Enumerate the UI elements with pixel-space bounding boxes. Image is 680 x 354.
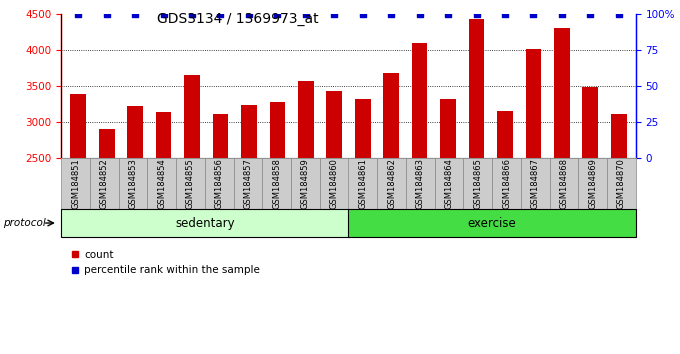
Point bbox=[101, 11, 112, 17]
Bar bbox=[554, 28, 570, 337]
Text: GSM184851: GSM184851 bbox=[71, 158, 80, 209]
Text: GSM184858: GSM184858 bbox=[272, 158, 281, 209]
Text: GSM184867: GSM184867 bbox=[531, 158, 540, 209]
Text: protocol: protocol bbox=[3, 218, 46, 228]
Bar bbox=[583, 87, 598, 337]
Bar bbox=[326, 91, 342, 337]
Point bbox=[357, 11, 368, 17]
Text: GSM184859: GSM184859 bbox=[301, 158, 310, 209]
Bar bbox=[440, 99, 456, 337]
Point bbox=[329, 11, 340, 17]
Text: GSM184856: GSM184856 bbox=[215, 158, 224, 209]
Bar bbox=[184, 75, 200, 337]
Bar bbox=[497, 111, 513, 337]
Text: GSM184870: GSM184870 bbox=[617, 158, 626, 209]
Text: GSM184869: GSM184869 bbox=[588, 158, 597, 209]
Point bbox=[585, 11, 596, 17]
Text: exercise: exercise bbox=[468, 217, 517, 229]
Point bbox=[500, 11, 511, 17]
Point bbox=[73, 11, 84, 17]
Legend: count, percentile rank within the sample: count, percentile rank within the sample bbox=[67, 246, 264, 279]
Point bbox=[215, 11, 226, 17]
Text: GSM184864: GSM184864 bbox=[445, 158, 454, 209]
Point bbox=[301, 11, 311, 17]
Point bbox=[443, 11, 454, 17]
Point bbox=[272, 11, 283, 17]
Bar bbox=[156, 112, 171, 337]
Text: GSM184868: GSM184868 bbox=[560, 158, 568, 209]
Text: GSM184854: GSM184854 bbox=[157, 158, 166, 209]
Text: GSM184862: GSM184862 bbox=[387, 158, 396, 209]
Point bbox=[130, 11, 141, 17]
Bar bbox=[213, 114, 228, 337]
Point bbox=[243, 11, 254, 17]
Text: GSM184863: GSM184863 bbox=[416, 158, 425, 209]
Bar bbox=[71, 95, 86, 337]
Bar bbox=[99, 129, 114, 337]
Text: GSM184853: GSM184853 bbox=[129, 158, 137, 209]
Text: GDS3134 / 1369973_at: GDS3134 / 1369973_at bbox=[157, 12, 319, 27]
Text: GSM184861: GSM184861 bbox=[358, 158, 367, 209]
Point bbox=[613, 11, 624, 17]
Bar bbox=[611, 114, 626, 337]
Bar bbox=[526, 49, 541, 337]
Bar bbox=[412, 43, 428, 337]
Text: GSM184866: GSM184866 bbox=[502, 158, 511, 209]
Point bbox=[556, 11, 567, 17]
Bar bbox=[298, 81, 313, 337]
Bar bbox=[384, 73, 399, 337]
Bar bbox=[469, 19, 484, 337]
Text: sedentary: sedentary bbox=[175, 217, 235, 229]
Text: GSM184865: GSM184865 bbox=[473, 158, 482, 209]
Bar bbox=[127, 106, 143, 337]
Point bbox=[186, 11, 197, 17]
Point bbox=[414, 11, 425, 17]
Text: GSM184860: GSM184860 bbox=[330, 158, 339, 209]
Point bbox=[471, 11, 482, 17]
Bar bbox=[269, 102, 285, 337]
Text: GSM184855: GSM184855 bbox=[186, 158, 195, 209]
Bar bbox=[355, 99, 371, 337]
Point bbox=[158, 11, 169, 17]
Point bbox=[528, 11, 539, 17]
Text: GSM184857: GSM184857 bbox=[243, 158, 252, 209]
Bar bbox=[241, 105, 257, 337]
Point bbox=[386, 11, 396, 17]
Text: GSM184852: GSM184852 bbox=[100, 158, 109, 209]
